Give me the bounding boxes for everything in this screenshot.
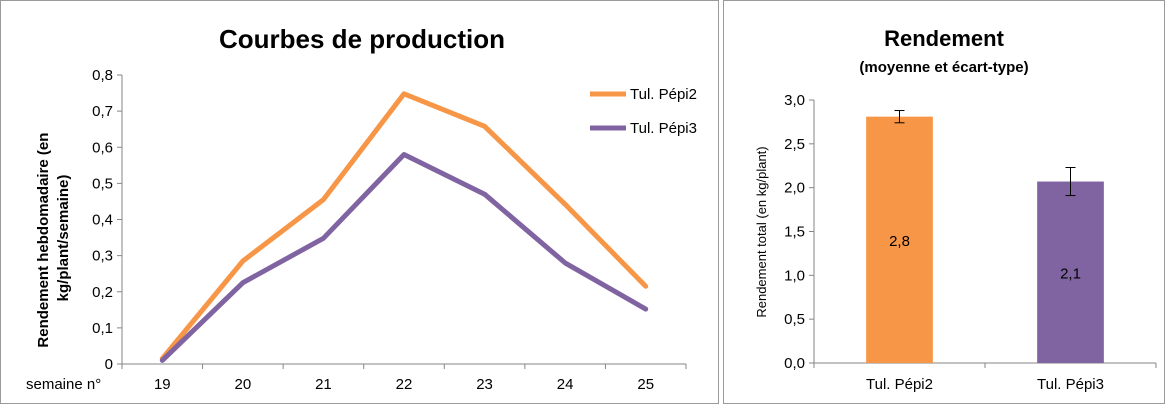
line-series-2 [159,152,649,363]
line-chart-legend: Tul. Pépi2 Tul. Pépi3 [590,86,697,137]
bar-chart-title: Rendement [884,26,1004,51]
line-chart-y-tick-label: 0,7 [92,103,113,120]
line-chart-y-ticks: 0 0,1 0,2 0,3 0,4 0,5 0,6 0,7 0,8 [92,67,122,373]
bar-chart-y-ticks: 0,0 0,5 1,0 1,5 2,0 2,5 3,0 [784,92,814,372]
bar-chart-x-tick-label: Tul. Pépi3 [1037,376,1104,393]
legend-label-2: Tul. Pépi3 [630,120,697,137]
line-chart-xlabel: semaine n° [26,376,101,393]
bar-data-label-1: 2,8 [889,233,910,250]
line-chart-x-tick-label: 24 [557,376,574,393]
bar-chart-subtitle: (moyenne et écart-type) [859,59,1028,76]
line-chart-y-tick-label: 0,2 [92,284,113,301]
line-chart-ylabel-line-2: kg/plant/semaine) [55,175,72,302]
bar-chart-y-tick-label: 0,0 [784,355,805,372]
bar-chart-y-tick-label: 2,5 [784,136,805,153]
bar-chart-x-ticks: Tul. Pépi2 Tul. Pépi3 [813,363,1157,393]
line-chart-series [159,91,649,363]
line-chart-ylabel: Rendement hebdomadaire (en kg/plant/sema… [35,128,72,347]
line-chart-x-tick-label: 25 [637,376,654,393]
bar-chart-y-tick-label: 1,0 [784,267,805,284]
line-chart-ylabel-line-1: Rendement hebdomadaire (en [35,133,52,348]
line-chart-y-tick-label: 0,6 [92,139,113,156]
legend-label-1: Tul. Pépi2 [630,86,697,103]
bar-chart-y-tick-label: 0,5 [784,311,805,328]
line-chart-x-tick-label: 20 [235,376,252,393]
line-chart-y-tick-label: 0,1 [92,320,113,337]
bar-chart-y-tick-label: 2,0 [784,180,805,197]
line-series-1 [159,91,649,362]
line-chart-y-tick-label: 0,5 [92,175,113,192]
line-chart-title: Courbes de production [219,24,505,54]
line-chart-x-tick-label: 23 [476,376,493,393]
bar-chart-y-tick-label: 1,5 [784,224,805,241]
bar-1 [866,116,933,363]
bar-chart-y-tick-label: 3,0 [784,92,805,109]
bar-data-label-2: 2,1 [1060,265,1081,282]
line-chart-x-tick-label: 19 [154,376,171,393]
line-chart-y-tick-label: 0,8 [92,67,113,84]
line-chart-y-tick-label: 0,3 [92,248,113,265]
bar-chart-x-tick-label: Tul. Pépi2 [866,376,933,393]
line-chart: Courbes de production Rendement hebdomad… [26,24,697,393]
line-chart-x-ticks: 19 20 21 22 23 24 25 [121,364,687,393]
line-chart-x-tick-label: 22 [396,376,413,393]
bar-chart-bars: 2,8 2,1 [866,110,1104,363]
line-chart-y-tick-label: 0 [105,356,113,373]
line-chart-x-tick-label: 21 [315,376,332,393]
line-chart-y-tick-label: 0,4 [92,212,113,229]
bar-chart-ylabel: Rendement total (en kg/plant) [754,146,769,317]
bar-chart: Rendement (moyenne et écart-type) Rendem… [754,26,1157,393]
bar-2 [1037,181,1104,363]
